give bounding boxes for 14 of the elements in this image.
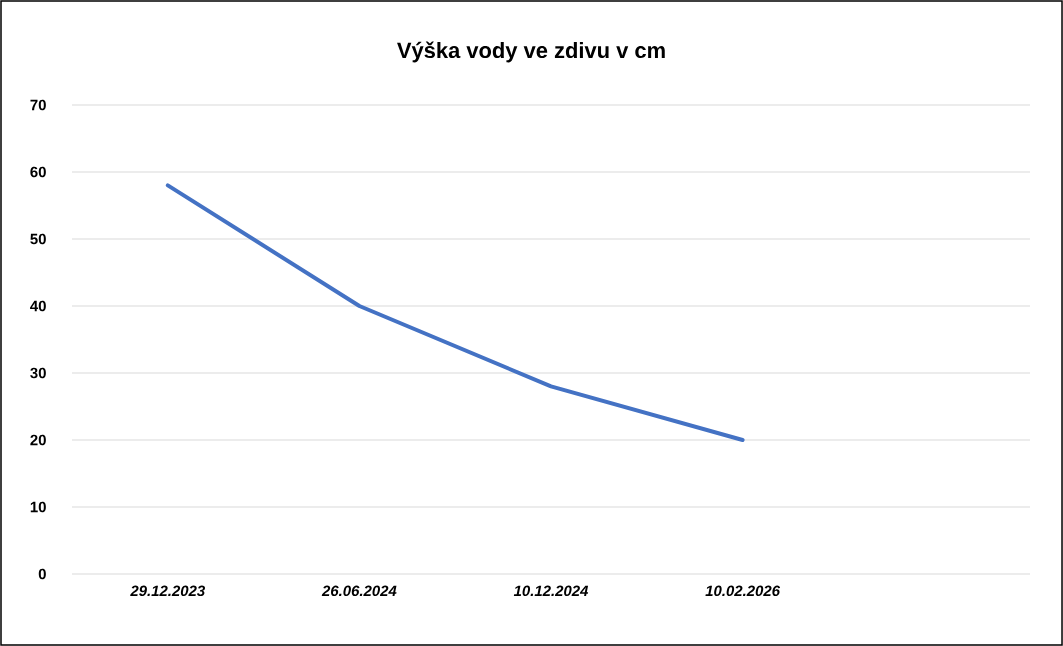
y-tick-label: 30 [30,367,46,379]
y-tick-label: 40 [30,300,46,312]
y-tick-label: 10 [30,501,46,513]
chart-title: Výška vody ve zdivu v cm [397,41,665,63]
y-tick-label: 20 [30,434,46,446]
x-tick-label: 26.06.2024 [321,585,397,597]
x-tick-label: 10.02.2026 [705,585,781,597]
y-tick-label: 50 [30,233,46,245]
x-tick-label: 29.12.2023 [130,585,206,597]
y-tick-label: 70 [30,99,46,111]
y-tick-label: 60 [30,166,46,178]
y-tick-label: 0 [38,568,46,580]
line-series [165,183,745,442]
x-tick-label: 10.12.2024 [513,585,589,597]
